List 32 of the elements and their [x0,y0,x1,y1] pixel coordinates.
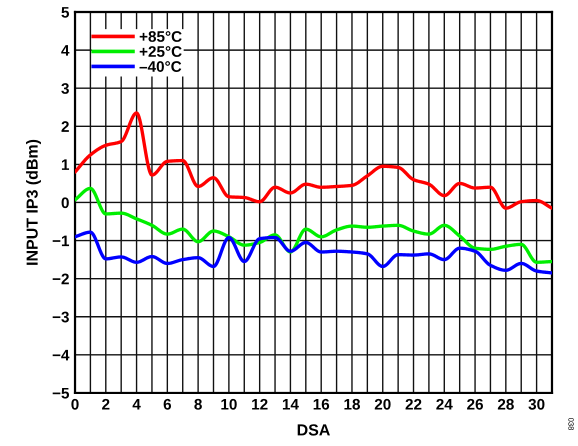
y-tick-label: −4 [52,350,70,360]
y-tick-label: 1 [62,159,70,170]
y-tick-label: −1 [52,236,70,246]
legend-label: +85°C [140,31,182,42]
y-tick-label: −5 [52,388,70,399]
y-tick-label: −3 [52,312,69,322]
x-tick-label: 6 [164,398,172,410]
x-tick-label: 2 [102,398,110,410]
y-tick-label: 3 [61,83,69,94]
y-tick-label: 5 [61,7,70,18]
x-tick-label: 10 [221,398,237,410]
x-tick-label: 4 [132,399,141,410]
x-tick-label: 20 [374,398,391,410]
x-tick-label: 8 [194,398,202,410]
x-tick-label: 18 [344,398,360,410]
y-tick-label: 4 [61,45,70,56]
y-tick-label: 2 [62,121,69,132]
x-tick-label: 22 [406,398,422,410]
x-tick-label: 28 [498,398,514,410]
x-axis-title: DSA [298,424,330,436]
x-tick-label: 16 [314,398,330,410]
legend-label: –40°C [140,61,182,72]
x-tick-label: 24 [436,398,453,410]
x-tick-label: 0 [71,398,79,410]
x-tick-label: 30 [528,398,544,410]
y-tick-label: 0 [62,197,69,208]
y-tick-label: −2 [52,274,69,284]
x-tick-label: 14 [282,399,299,410]
y-axis-title: INPUT IP3 (dBm) [26,140,41,265]
x-tick-label: 12 [252,398,268,410]
x-tick-label: 26 [467,398,484,410]
legend-label: +25°C [140,46,182,57]
